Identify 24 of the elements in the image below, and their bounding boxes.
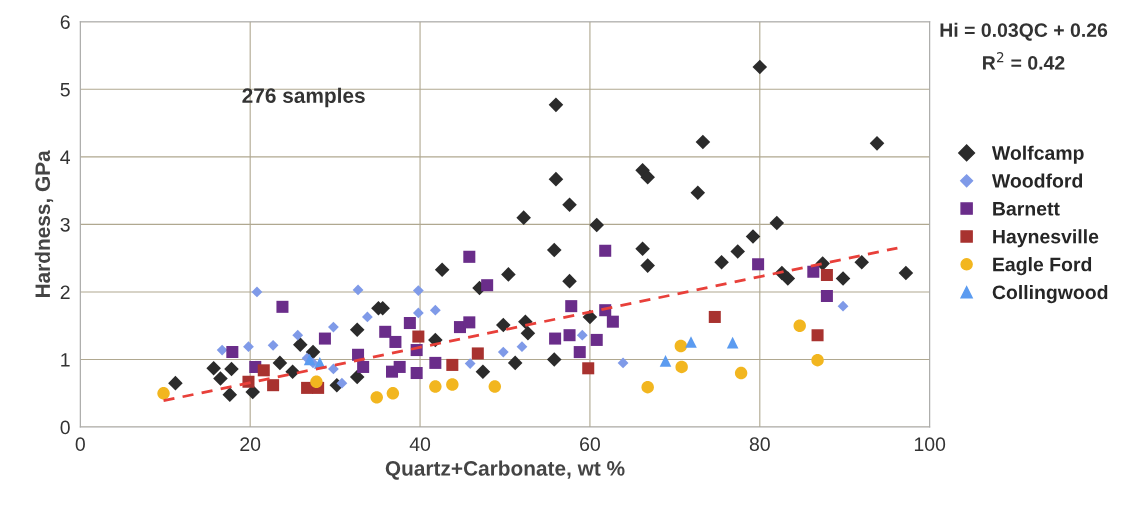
text: R$^{2}$ = 0.42 — [983, 52, 1065, 70]
y-tick-label: 1 — [61, 353, 70, 367]
x-axis-title: Quartz+Carbonate, wt % — [385, 460, 625, 480]
legend-label: Woodford — [991, 173, 1083, 188]
legend-label: Haynesville — [993, 229, 1099, 248]
y-tick-label: 0 — [60, 420, 70, 435]
y-axis-title: Hardness, GPa — [34, 150, 54, 298]
x-tick-label: 40 — [409, 437, 431, 452]
legend-label: Eagle Ford — [993, 257, 1092, 276]
x-tick-label: 60 — [580, 437, 600, 452]
legend-label: Collingwood — [992, 284, 1108, 304]
text: Hi = 0.03QC + 0.26 — [940, 22, 1108, 41]
y-tick-label: 4 — [60, 150, 71, 164]
legend-label: Wolfcamp — [991, 145, 1084, 164]
y-tick-label: 6 — [60, 15, 70, 29]
y-tick-label: 3 — [60, 217, 70, 232]
x-tick-label: 0 — [75, 437, 85, 452]
y-tick-label: 2 — [60, 285, 70, 300]
annotation: 276 samples — [242, 87, 365, 108]
x-tick-label: 100 — [914, 437, 946, 452]
x-tick-label: 20 — [240, 437, 261, 452]
legend-label: Barnett — [993, 202, 1060, 216]
x-tick-label: 80 — [749, 437, 770, 452]
y-tick-label: 5 — [60, 82, 70, 97]
